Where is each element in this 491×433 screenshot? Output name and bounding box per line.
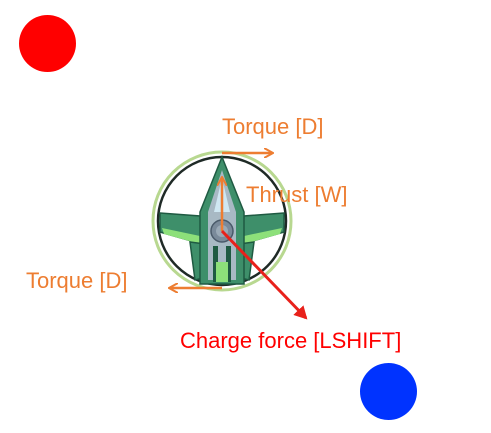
charge-force-label: Charge force [LSHIFT] [180,328,402,353]
red-ball [19,15,76,72]
blue-ball [360,363,417,420]
torque-left-label: Torque [D] [26,268,128,293]
thrust-label: Thrust [W] [246,182,348,207]
charge-force-arrow [220,229,308,320]
torque-top-label: Torque [D] [222,114,324,139]
